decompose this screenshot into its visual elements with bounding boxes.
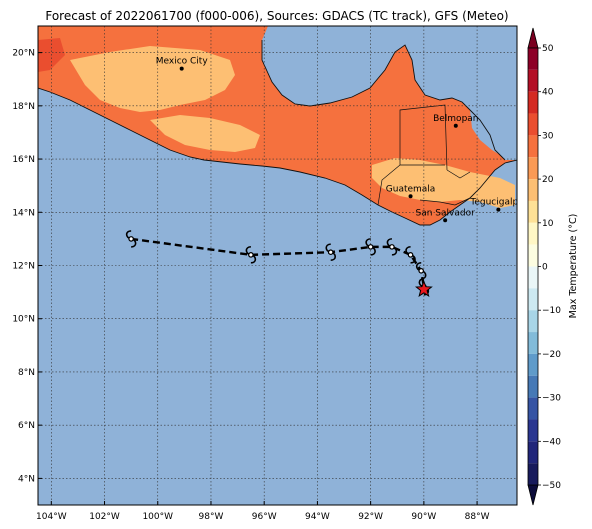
colorbar-band xyxy=(528,135,538,158)
lon-tick-label: 92°W xyxy=(358,512,383,522)
colorbar-band xyxy=(528,113,538,136)
city-dot xyxy=(179,66,184,71)
city-dot xyxy=(443,218,448,223)
highland-patch xyxy=(372,158,515,208)
lat-tick-label: 20°N xyxy=(12,49,35,59)
colorbar-tick-label: 50 xyxy=(542,44,554,54)
city-label: Guatemala xyxy=(386,184,436,194)
colorbar-band xyxy=(528,222,538,245)
star-icon xyxy=(414,280,433,298)
pacific-coastline xyxy=(38,87,517,226)
colorbar-tick-label: 0 xyxy=(542,263,548,273)
lat-tick-label: 18°N xyxy=(12,102,35,112)
colorbar-tick-label: −10 xyxy=(542,306,561,316)
lat-tick-label: 8°N xyxy=(18,368,35,378)
colorbar-band xyxy=(528,91,538,114)
colorbar-label: Max Temperature (°C) xyxy=(568,214,579,319)
city-dot xyxy=(496,207,501,212)
track-line xyxy=(130,237,426,287)
colorbar-tick-label: −20 xyxy=(542,350,561,360)
colorbar-band xyxy=(528,288,538,311)
colorbar-band xyxy=(528,463,538,485)
city-label: Tegucigalpa xyxy=(469,198,523,208)
city-label: Belmopan xyxy=(433,114,478,124)
colorbar-tick-label: 20 xyxy=(542,175,554,185)
city-dot xyxy=(453,123,458,128)
gulf-of-mexico xyxy=(262,26,517,160)
lon-tick-label: 98°W xyxy=(199,512,224,522)
colorbar-band xyxy=(528,419,538,442)
city-label: San Salvador xyxy=(416,208,476,218)
highland-patch xyxy=(70,46,235,112)
colorbar-band xyxy=(528,397,538,420)
colorbar-band xyxy=(528,179,538,201)
map-panel: Mexico City Belmopan Guatemala TegucigalpaS… xyxy=(12,25,523,522)
colorbar-band xyxy=(528,310,538,333)
colorbar-band xyxy=(528,266,538,289)
lon-tick-label: 104°W xyxy=(36,512,67,522)
colorbar-band xyxy=(528,48,538,70)
colorbar-band xyxy=(528,332,538,354)
figure-title: Forecast of 2022061700 (f000-006), Sourc… xyxy=(45,9,508,23)
city-dot xyxy=(408,194,413,199)
lon-tick-label: 100°W xyxy=(142,512,173,522)
colorbar-extend-bottom xyxy=(527,484,539,506)
colorbar-band xyxy=(528,69,538,92)
cyclone-track xyxy=(125,230,433,298)
lon-tick-label: 90°W xyxy=(411,512,436,522)
lon-tick-label: 88°W xyxy=(465,512,490,522)
colorbar-tick-label: −50 xyxy=(542,481,561,491)
lon-tick-label: 94°W xyxy=(305,512,330,522)
colorbar-band xyxy=(528,157,538,180)
lat-tick-label: 4°N xyxy=(18,474,35,484)
colorbar-tick-label: 40 xyxy=(542,88,554,98)
colorbar-band xyxy=(528,200,538,223)
colorbar-band xyxy=(528,353,538,376)
colorbar-extend-top xyxy=(527,27,539,49)
lon-tick-label: 102°W xyxy=(89,512,120,522)
map-axis-ticks: 104°W 102°W 100°W 98°W 96°W 94°W 92°W 90°W 88°W 4… xyxy=(12,49,489,522)
map-gridlines xyxy=(38,26,517,505)
highland-patch xyxy=(150,115,260,152)
city-label: Mexico City xyxy=(156,57,209,67)
colorbar-tick-label: −30 xyxy=(542,394,561,404)
country-borders xyxy=(377,104,471,206)
lat-tick-label: 12°N xyxy=(12,262,35,272)
colorbar-tick-label: 10 xyxy=(542,219,554,229)
lat-tick-label: 14°N xyxy=(12,208,35,218)
city-markers: Mexico City Belmopan Guatemala TegucigalpaS… xyxy=(156,57,523,223)
temperature-colorbar: 50 40 30 20 10 0 −10 −20 −30 −40 −50 xyxy=(527,27,561,506)
lat-tick-label: 10°N xyxy=(12,315,35,325)
colorbar-tick-label: 30 xyxy=(542,131,554,141)
colorbar-band xyxy=(528,441,538,464)
lon-tick-label: 96°W xyxy=(252,512,277,522)
lat-tick-label: 6°N xyxy=(18,421,35,431)
lat-tick-label: 16°N xyxy=(12,155,35,165)
colorbar-band xyxy=(528,244,538,267)
colorbar-band xyxy=(528,375,538,398)
colorbar-tick-label: −40 xyxy=(542,437,561,447)
gulf-coastline xyxy=(261,40,506,161)
